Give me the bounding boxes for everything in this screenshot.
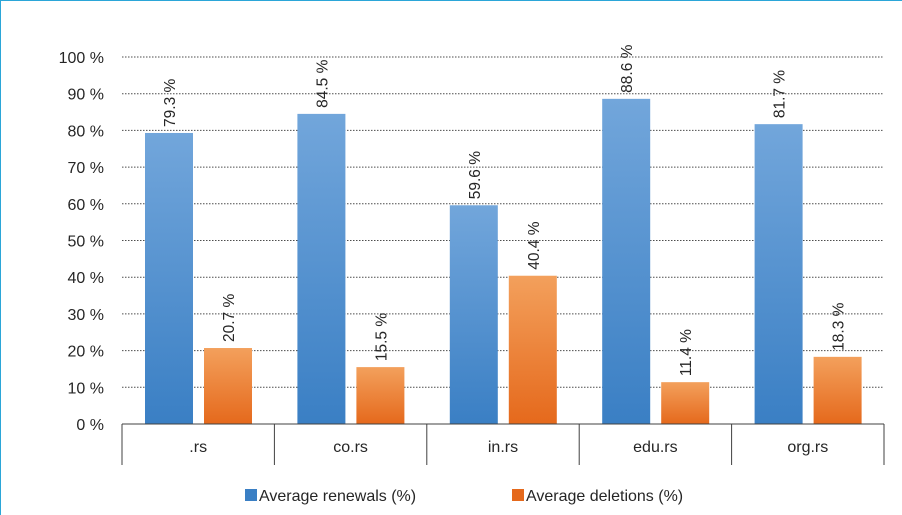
data-label: 84.5 %	[314, 59, 331, 107]
x-category-label: in.rs	[488, 439, 518, 456]
data-label: 81.7 %	[772, 70, 789, 118]
bar-renewals	[145, 132, 193, 424]
y-tick-label: 20 %	[68, 344, 104, 361]
y-tick-label: 0 %	[76, 417, 104, 434]
data-labels: 79.3 % 84.5 % 59.6 % 88.6 % 81.7 % 20.7 % 15.5…	[162, 44, 848, 376]
y-tick-label: 10 %	[68, 380, 104, 397]
data-label: 20.7 %	[221, 294, 238, 342]
y-tick-label: 90 %	[68, 87, 104, 104]
bar-renewals	[602, 98, 651, 424]
y-tick-label: 50 %	[68, 234, 104, 251]
y-tick-label: 70 %	[68, 160, 104, 177]
bar-deletions	[813, 356, 862, 424]
y-tick-label: 80 %	[68, 123, 104, 140]
x-category-label: org.rs	[787, 439, 828, 456]
bar-deletions	[204, 348, 252, 424]
data-label: 11.4 %	[678, 329, 695, 376]
data-label: 59.6 %	[467, 151, 484, 199]
x-category-label: .rs	[189, 439, 207, 456]
y-axis: 0 % 10 % 20 % 30 % 40 % 50 % 60 % 70 % 80 % 90 % 1…	[59, 50, 104, 434]
gridlines	[122, 56, 884, 388]
legend-label-renewals: Average renewals (%)	[259, 488, 416, 505]
x-axis: .rs co.rs in.rs edu.rs org.rs	[121, 423, 885, 465]
x-category-label: co.rs	[333, 439, 368, 456]
legend-swatch-renewals	[245, 489, 257, 501]
bar-renewals	[754, 124, 803, 424]
y-tick-label: 30 %	[68, 307, 104, 324]
y-tick-label: 40 %	[68, 270, 104, 287]
bars	[145, 98, 862, 424]
data-label: 18.3 %	[831, 302, 848, 350]
legend-label-deletions: Average deletions (%)	[526, 488, 683, 505]
y-tick-label: 60 %	[68, 197, 104, 214]
data-label: 88.6 %	[619, 44, 636, 92]
bar-deletions	[356, 367, 405, 424]
data-label: 40.4 %	[526, 221, 543, 269]
y-tick-label: 100 %	[59, 50, 104, 67]
legend: Average renewals (%) Average deletions (%…	[245, 488, 683, 505]
data-label: 15.5 %	[373, 313, 390, 361]
bar-renewals	[449, 205, 498, 424]
x-category-label: edu.rs	[633, 439, 677, 456]
data-label: 79.3 %	[162, 78, 179, 126]
bar-deletions	[661, 382, 710, 424]
bar-deletions	[508, 275, 557, 424]
legend-swatch-deletions	[512, 489, 524, 501]
bar-renewals	[297, 113, 346, 424]
